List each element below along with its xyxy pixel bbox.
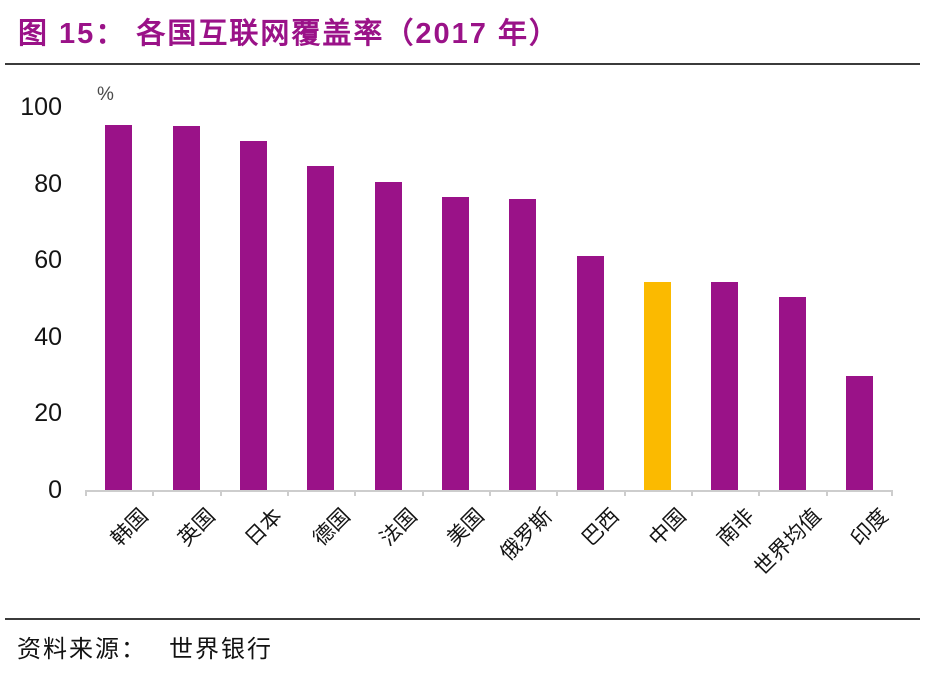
bar-世界均值 xyxy=(778,297,806,490)
x-axis-tick xyxy=(354,490,357,496)
y-axis-unit-label: % xyxy=(97,84,114,105)
footer-divider xyxy=(5,618,920,620)
x-axis-tick xyxy=(85,490,87,496)
title-divider xyxy=(5,63,920,65)
x-axis-tick xyxy=(152,490,155,496)
x-axis-tick xyxy=(825,490,828,496)
bar-韩国 xyxy=(105,125,133,490)
bar-德国 xyxy=(307,166,335,490)
x-axis-tick xyxy=(891,490,893,496)
x-label-南非: 南非 xyxy=(712,504,759,551)
bar-英国 xyxy=(172,126,200,490)
x-label-巴西: 巴西 xyxy=(577,504,624,551)
x-axis-tick xyxy=(758,490,761,496)
x-label-德国: 德国 xyxy=(308,504,355,551)
source-label: 资料来源： xyxy=(17,635,147,663)
x-label-世界均值: 世界均值 xyxy=(750,504,826,581)
x-axis-tick xyxy=(556,490,559,496)
source-value: 世界银行 xyxy=(169,635,273,663)
x-label-日本: 日本 xyxy=(241,504,288,551)
x-label-俄罗斯: 俄罗斯 xyxy=(495,504,557,566)
bar-法国 xyxy=(374,181,402,490)
x-label-印度: 印度 xyxy=(847,504,894,551)
bar-南非 xyxy=(711,282,739,490)
bar-巴西 xyxy=(576,256,604,490)
x-label-法国: 法国 xyxy=(375,504,422,551)
bar-美国 xyxy=(441,197,469,490)
x-axis-tick xyxy=(489,490,491,496)
y-tick-label-80: 80 xyxy=(34,169,62,198)
bar-日本 xyxy=(239,141,267,490)
bar-印度 xyxy=(845,375,873,490)
figure-title: 图 15： 各国互联网覆盖率（2017 年） xyxy=(18,18,560,50)
bar-俄罗斯 xyxy=(509,199,537,490)
y-tick-label-40: 40 xyxy=(34,322,62,351)
y-tick-label-0: 0 xyxy=(48,476,62,504)
x-axis-tick xyxy=(421,490,424,496)
x-axis-tick xyxy=(623,490,626,496)
x-label-韩国: 韩国 xyxy=(106,504,153,551)
y-axis: 0 20 40 60 80 100 xyxy=(0,0,65,600)
bar-中国 xyxy=(643,282,671,490)
source-line: 资料来源： 世界银行 xyxy=(17,629,273,664)
x-axis-tick xyxy=(287,490,289,496)
y-tick-label-100: 100 xyxy=(20,93,62,121)
y-tick-label-20: 20 xyxy=(34,399,62,428)
x-label-美国: 美国 xyxy=(443,504,490,551)
x-axis-tick xyxy=(219,490,222,496)
y-tick-label-60: 60 xyxy=(34,246,62,275)
x-label-中国: 中国 xyxy=(645,504,692,551)
plot-area: 韩国 英国 日本 德国 法国 美国 俄罗斯 巴西 中国 南非 世界均值 印度 xyxy=(85,107,893,580)
x-axis-tick xyxy=(691,490,693,496)
x-label-英国: 英国 xyxy=(173,504,220,551)
